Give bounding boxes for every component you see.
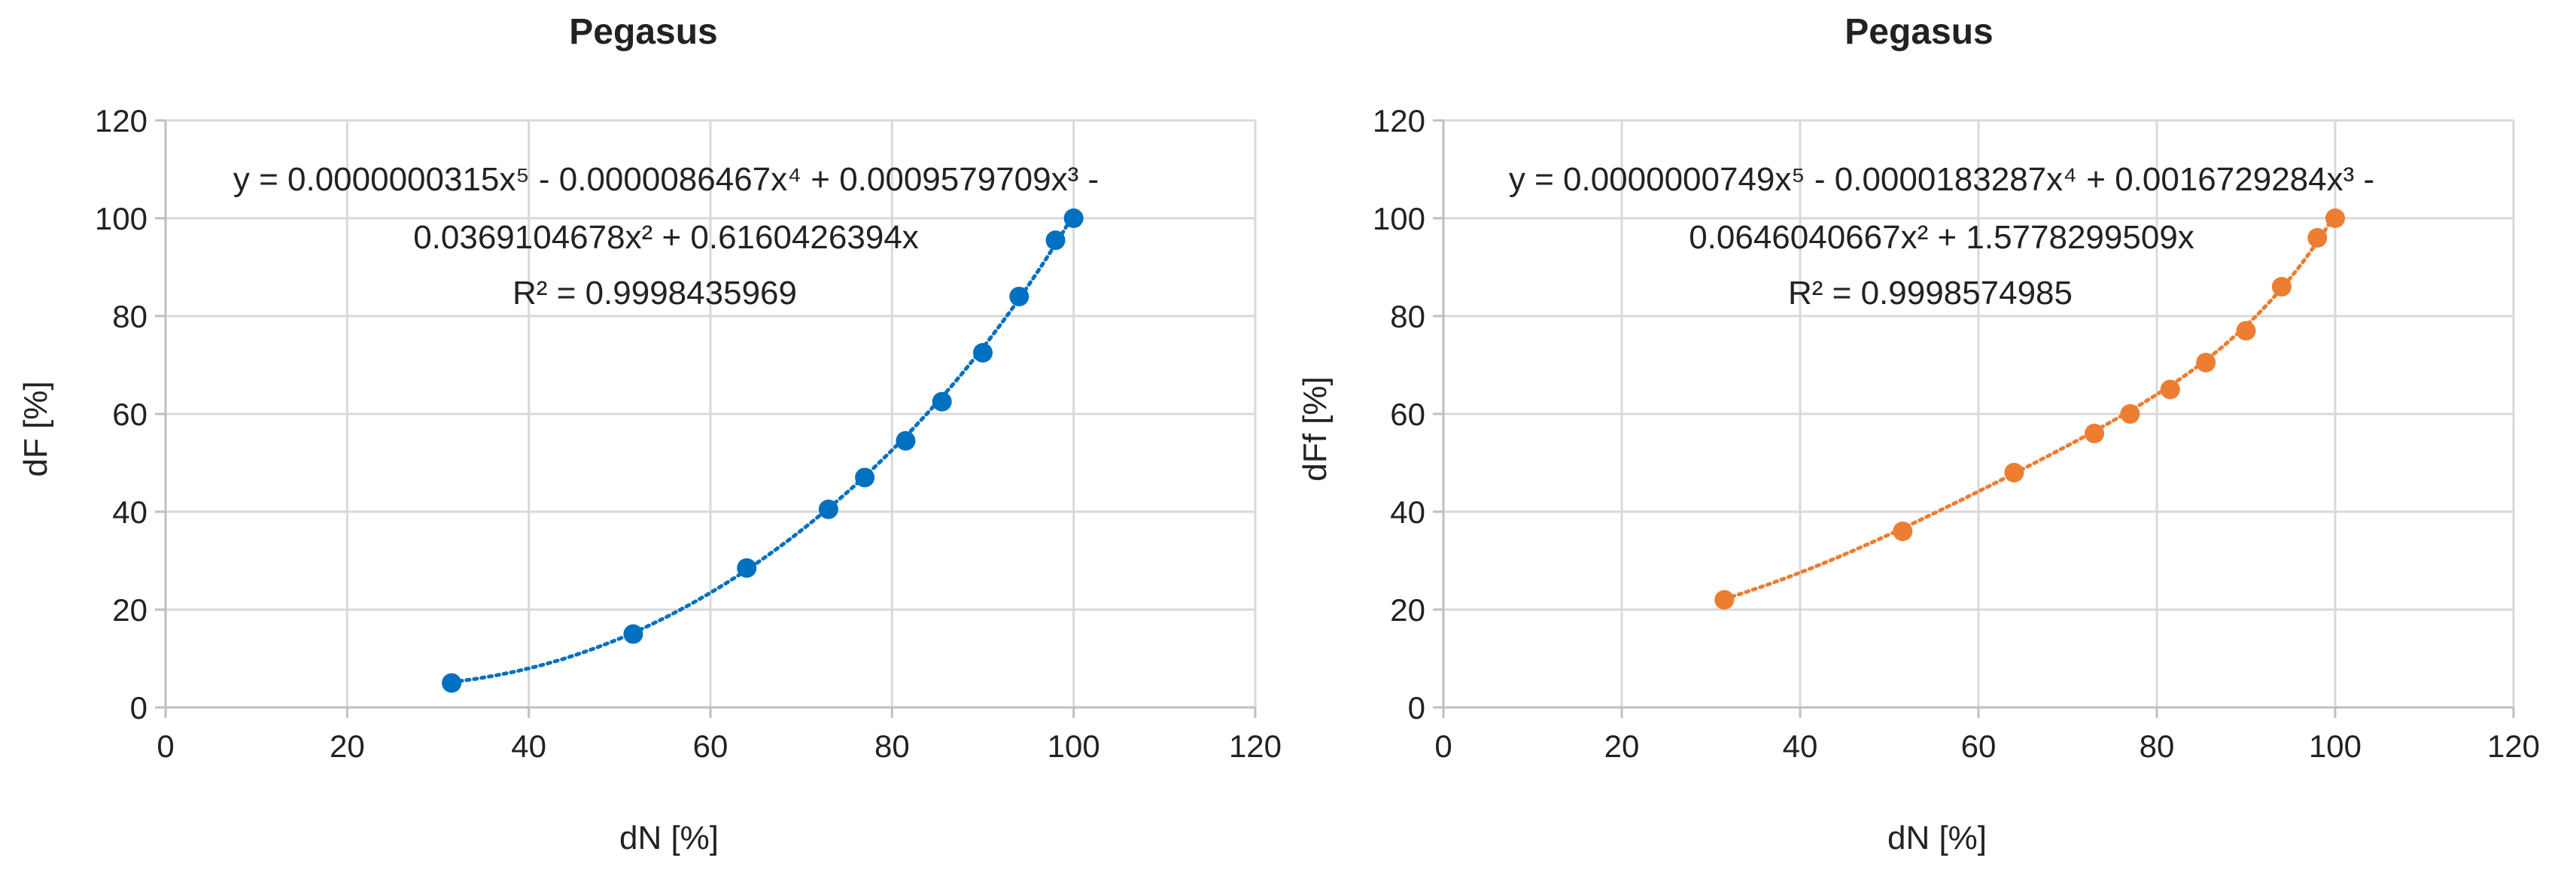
y-tick-label: 120 (1373, 103, 1425, 138)
x-tick-label: 40 (1783, 728, 1818, 764)
y-tick-label: 80 (1390, 299, 1425, 334)
y-tick-label: 80 (112, 299, 148, 334)
trendline (1722, 212, 2337, 601)
trendline-r2: R² = 0.9998435969 (512, 275, 797, 312)
y-tick-label: 20 (112, 592, 148, 628)
x-tick-label: 100 (2309, 728, 2362, 764)
data-point (442, 673, 462, 693)
trendline-equation-line2: 0.0646040667x² + 1.5778299509x (1689, 219, 2194, 256)
chart-dF: Pegasus 0 20 40 60 80 100 120 0 20 40 60 80 100 120 dN … (17, 12, 1282, 856)
y-tick-label: 40 (112, 494, 148, 530)
y-tick-label: 20 (1390, 592, 1425, 628)
x-tick-label: 80 (2140, 728, 2175, 764)
y-axis-label: dFf [%] (1297, 376, 1334, 481)
data-point (1063, 208, 1084, 228)
data-point (737, 558, 757, 578)
x-axis-label: dN [%] (1887, 820, 1987, 856)
data-point (932, 391, 952, 412)
data-point (2271, 277, 2292, 297)
x-tick-label: 60 (1961, 728, 1997, 764)
data-point (2325, 208, 2345, 228)
y-tick-label: 0 (1408, 690, 1425, 725)
x-tick-label: 20 (1604, 728, 1640, 764)
data-point (2004, 463, 2024, 482)
data-point (818, 499, 838, 519)
y-tick-label: 0 (130, 690, 148, 725)
y-tick-label: 60 (1390, 397, 1425, 432)
data-point (2196, 352, 2216, 373)
data-point (2307, 228, 2328, 248)
x-tick-label: 100 (1048, 728, 1100, 764)
data-point (1045, 230, 1066, 251)
data-point (2236, 321, 2256, 341)
y-tick-label: 100 (1373, 201, 1425, 236)
y-tick-label: 100 (95, 201, 148, 236)
data-point (2120, 404, 2140, 424)
trendline-r2: R² = 0.9998574985 (1788, 275, 2073, 312)
x-axis-label: dN [%] (619, 820, 719, 856)
x-tick-label: 120 (1229, 728, 1282, 764)
trendline (449, 212, 1076, 684)
data-point (623, 624, 643, 644)
trendline-equation-line2: 0.0369104678x² + 0.6160426394x (413, 219, 919, 256)
x-tick-label: 120 (2487, 728, 2540, 764)
y-tick-label: 40 (1390, 494, 1425, 530)
data-point (1893, 522, 1913, 541)
y-tick-label: 60 (112, 397, 148, 432)
y-axis-label: dF [%] (17, 381, 54, 476)
trendline-equation-line1: y = 0.0000000315x⁵ - 0.0000086467x⁴ + 0.… (233, 161, 1099, 198)
x-tick-label: 0 (157, 728, 174, 764)
y-tick-label: 120 (95, 103, 148, 138)
chart-title: Pegasus (1845, 12, 1993, 52)
x-tick-label: 80 (874, 728, 910, 764)
data-point (1009, 287, 1029, 306)
x-tick-label: 60 (693, 728, 728, 764)
data-point (2160, 379, 2180, 400)
data-point (1714, 590, 1735, 610)
chart-dFf: Pegasus 0 20 40 60 80 100 120 0 20 40 60 80 100 120 dN … (1297, 12, 2540, 856)
chart-title: Pegasus (569, 12, 717, 52)
data-point (973, 342, 993, 363)
data-point (855, 467, 875, 488)
x-tick-label: 40 (511, 728, 546, 764)
x-tick-label: 20 (330, 728, 365, 764)
data-point (896, 430, 916, 451)
trendline-equation-line1: y = 0.0000000749x⁵ - 0.0000183287x⁴ + 0.… (1509, 161, 2374, 198)
data-point (2085, 424, 2105, 443)
x-tick-label: 0 (1434, 728, 1452, 764)
